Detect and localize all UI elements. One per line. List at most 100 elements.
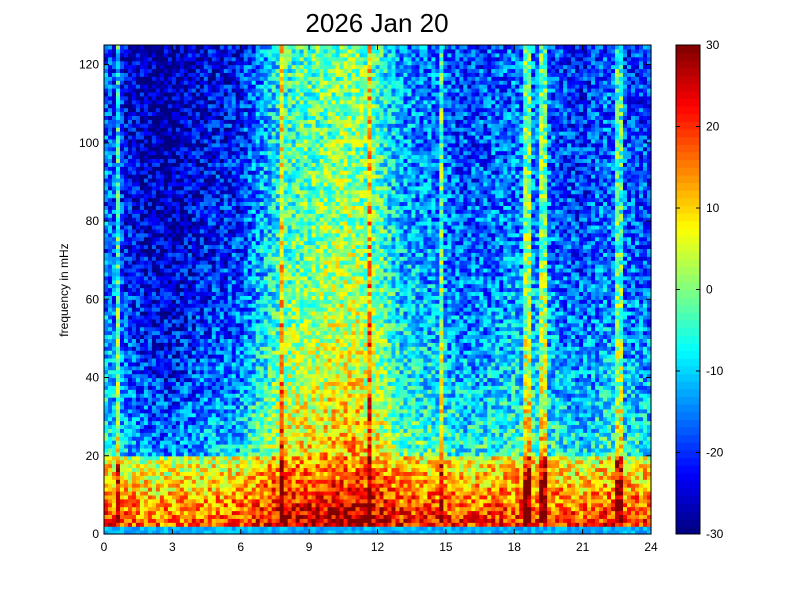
heatmap-cell: [223, 416, 229, 422]
heatmap-cell: [175, 197, 181, 203]
heatmap-cell: [207, 291, 213, 296]
heatmap-cell: [255, 361, 261, 367]
heatmap-cell: [147, 146, 153, 152]
heatmap-cell: [219, 252, 225, 257]
heatmap-cell: [239, 45, 245, 50]
heatmap-cell: [139, 88, 145, 93]
heatmap-cell: [107, 447, 113, 453]
heatmap-cell: [199, 483, 205, 488]
heatmap-cell: [107, 127, 113, 132]
heatmap-cell: [115, 197, 121, 203]
heatmap-cell: [131, 205, 137, 210]
heatmap-cell: [107, 260, 113, 265]
heatmap-cell: [211, 127, 217, 132]
heatmap-cell: [123, 95, 129, 101]
heatmap-cell: [147, 178, 153, 183]
heatmap-cell: [107, 193, 113, 199]
heatmap-cell: [255, 518, 261, 523]
heatmap-cell: [151, 150, 157, 156]
heatmap-cell: [175, 393, 181, 398]
heatmap-cell: [115, 420, 121, 426]
heatmap-cell: [215, 487, 221, 492]
heatmap-cell: [159, 514, 165, 519]
heatmap-cell: [243, 373, 249, 379]
heatmap-cell: [251, 330, 257, 336]
heatmap-cell: [239, 271, 245, 277]
heatmap-cell: [219, 181, 225, 187]
heatmap-cell: [227, 197, 233, 203]
heatmap-cell: [111, 350, 117, 355]
heatmap-cell: [179, 416, 185, 422]
heatmap-cell: [159, 88, 165, 93]
heatmap-cell: [251, 88, 257, 93]
heatmap-cell: [139, 494, 145, 500]
heatmap-cell: [211, 189, 217, 195]
heatmap-cell: [219, 420, 225, 426]
heatmap-cell: [207, 424, 213, 429]
heatmap-cell: [247, 91, 253, 97]
heatmap-cell: [199, 193, 205, 199]
heatmap-cell: [179, 134, 185, 140]
heatmap-cell: [223, 150, 229, 156]
heatmap-cell: [179, 369, 185, 375]
heatmap-cell: [243, 95, 249, 101]
heatmap-cell: [123, 459, 129, 465]
heatmap-cell: [107, 428, 113, 433]
heatmap-cell: [159, 393, 165, 398]
heatmap-cell: [215, 412, 221, 418]
heatmap-cell: [159, 256, 165, 261]
heatmap-cell: [255, 440, 261, 445]
heatmap-cell: [227, 209, 233, 214]
heatmap-cell: [235, 162, 241, 167]
heatmap-cell: [215, 142, 221, 148]
heatmap-cell: [171, 283, 177, 289]
heatmap-cell: [219, 303, 225, 308]
heatmap-cell: [243, 107, 249, 113]
heatmap-cell: [223, 217, 229, 222]
heatmap-cell: [179, 459, 185, 465]
heatmap-cell: [183, 447, 189, 453]
heatmap-cell: [199, 373, 205, 379]
heatmap-cell: [251, 373, 257, 379]
heatmap-cell: [199, 432, 205, 437]
heatmap-cell: [159, 526, 165, 531]
heatmap-cell: [163, 123, 169, 128]
heatmap-cell: [207, 221, 213, 226]
heatmap-cell: [175, 146, 181, 152]
heatmap-cell: [235, 530, 241, 535]
heatmap-cell: [191, 506, 197, 512]
heatmap-cell: [231, 205, 237, 210]
heatmap-cell: [155, 123, 161, 128]
heatmap-cell: [107, 88, 113, 93]
heatmap-cell: [191, 350, 197, 355]
heatmap-cell: [203, 326, 209, 332]
heatmap-cell: [131, 436, 137, 441]
heatmap-cell: [131, 440, 137, 445]
heatmap-cell: [167, 217, 173, 222]
heatmap-cell: [119, 115, 125, 120]
heatmap-cell: [207, 373, 213, 379]
heatmap-cell: [111, 373, 117, 379]
heatmap-cell: [199, 166, 205, 171]
heatmap-cell: [131, 424, 137, 429]
heatmap-cell: [239, 115, 245, 120]
heatmap-cell: [195, 240, 201, 246]
heatmap-cell: [155, 248, 161, 253]
heatmap-cell: [243, 432, 249, 437]
heatmap-cell: [155, 463, 161, 469]
heatmap-cell: [147, 52, 153, 58]
heatmap-cell: [207, 178, 213, 183]
heatmap-cell: [119, 174, 125, 179]
heatmap-cell: [131, 307, 137, 312]
heatmap-cell: [259, 84, 265, 89]
heatmap-cell: [171, 131, 177, 136]
heatmap-cell: [147, 424, 153, 429]
heatmap-cell: [135, 483, 141, 488]
heatmap-cell: [127, 463, 133, 469]
heatmap-cell: [115, 95, 121, 101]
heatmap-cell: [143, 267, 149, 273]
heatmap-cell: [115, 530, 121, 535]
heatmap-cell: [187, 107, 193, 113]
heatmap-cell: [247, 154, 253, 160]
heatmap-cell: [171, 256, 177, 261]
